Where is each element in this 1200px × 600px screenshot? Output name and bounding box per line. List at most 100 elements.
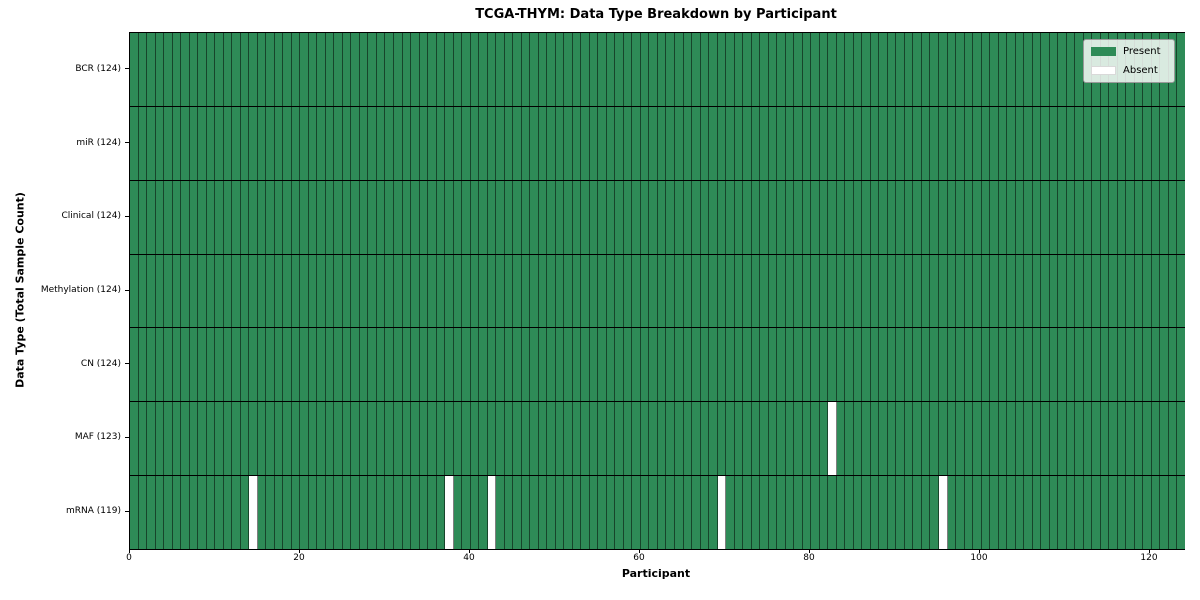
cell-present — [709, 180, 718, 254]
cell-present — [1066, 476, 1076, 550]
cell-present — [760, 254, 769, 328]
cell-present — [1066, 33, 1076, 106]
cell-present — [359, 33, 369, 106]
cell-present — [325, 328, 335, 402]
cell-present — [206, 254, 216, 328]
cell-present — [359, 180, 369, 254]
cell-present — [138, 402, 148, 476]
cell-present — [938, 33, 948, 106]
cell-present — [487, 254, 497, 328]
cell-present — [1151, 254, 1161, 328]
cell-present — [547, 476, 556, 550]
cell-present — [1143, 180, 1152, 254]
cell-present — [1100, 328, 1110, 402]
cell-present — [223, 106, 233, 180]
cell-present — [249, 254, 258, 328]
cell-present — [717, 106, 727, 180]
cell-present — [640, 254, 650, 328]
cell-present — [257, 254, 267, 328]
cell-present — [1160, 476, 1169, 550]
cell-present — [887, 476, 897, 550]
cell-present — [700, 328, 710, 402]
cell-present — [606, 33, 616, 106]
cell-present — [368, 254, 377, 328]
cell-present — [802, 254, 812, 328]
cell-present — [521, 180, 531, 254]
cell-present — [887, 180, 897, 254]
cell-present — [904, 254, 914, 328]
cell-present — [802, 106, 812, 180]
cell-present — [130, 106, 139, 180]
cell-present — [521, 402, 531, 476]
cell-present — [1049, 402, 1059, 476]
cell-present — [598, 476, 607, 550]
cell-present — [393, 180, 403, 254]
cell-present — [351, 180, 360, 254]
cell-present — [649, 180, 658, 254]
cell-present — [189, 476, 199, 550]
cell-present — [973, 106, 982, 180]
cell-present — [274, 33, 284, 106]
cell-present — [887, 33, 897, 106]
cell-present — [547, 328, 556, 402]
cell-present — [1032, 254, 1042, 328]
cell-present — [1024, 328, 1033, 402]
cell-present — [453, 180, 463, 254]
cell-present — [811, 328, 820, 402]
cell-present — [147, 328, 156, 402]
cell-present — [981, 106, 991, 180]
cell-present — [504, 476, 514, 550]
cell-present — [1126, 254, 1135, 328]
cell-present — [870, 180, 880, 254]
cell-present — [675, 476, 684, 550]
cell-present — [1160, 254, 1169, 328]
cell-present — [547, 254, 556, 328]
cell-present — [836, 106, 846, 180]
cell-present — [317, 33, 326, 106]
cell-present — [223, 328, 233, 402]
cell-present — [206, 476, 216, 550]
cell-present — [411, 180, 420, 254]
cell-present — [130, 180, 139, 254]
cell-present — [547, 106, 556, 180]
cell-present — [164, 254, 173, 328]
cell-present — [487, 180, 497, 254]
cell-present — [990, 106, 999, 180]
cell-present — [675, 402, 684, 476]
cell-present — [904, 476, 914, 550]
cell-present — [598, 106, 607, 180]
cell-present — [257, 328, 267, 402]
cell-present — [572, 254, 582, 328]
cell-present — [1075, 106, 1084, 180]
chart-title: TCGA-THYM: Data Type Breakdown by Partic… — [475, 7, 837, 22]
cell-present — [547, 402, 556, 476]
cell-present — [828, 254, 837, 328]
cell-present — [359, 328, 369, 402]
cell-present — [232, 254, 241, 328]
cell-present — [632, 180, 641, 254]
cell-present — [879, 106, 888, 180]
cell-present — [615, 328, 624, 402]
legend-entry-present: Present — [1091, 46, 1167, 57]
cell-present — [240, 106, 250, 180]
cell-present — [734, 254, 744, 328]
cell-present — [947, 33, 957, 106]
cell-present — [172, 33, 182, 106]
cell-present — [342, 106, 352, 180]
cell-present — [657, 254, 667, 328]
cell-present — [470, 476, 480, 550]
cell-present — [930, 402, 939, 476]
cell-present — [1024, 402, 1033, 476]
cell-present — [240, 402, 250, 476]
cell-present — [342, 328, 352, 402]
cell-present — [998, 180, 1008, 254]
cell-present — [198, 328, 207, 402]
cell-present — [623, 328, 633, 402]
cell-present — [726, 254, 735, 328]
cell-present — [308, 476, 318, 550]
cell-present — [589, 328, 599, 402]
cell-present — [351, 476, 360, 550]
cell-present — [334, 402, 343, 476]
cell-present — [470, 402, 480, 476]
cell-present — [351, 106, 360, 180]
